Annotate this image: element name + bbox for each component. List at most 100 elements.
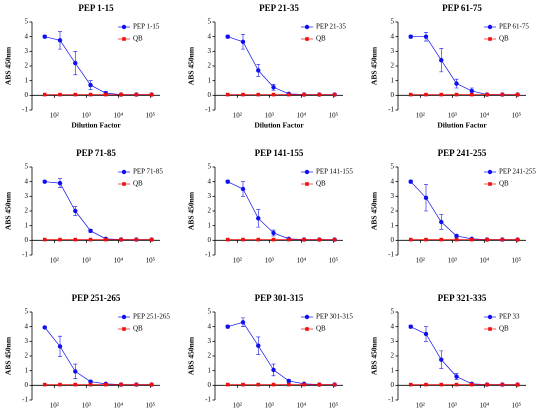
point: [408, 34, 413, 39]
x-tick-label: 10⁵: [146, 112, 156, 120]
x-tick-label: 10⁵: [512, 402, 522, 410]
y-axis-label: ABS 450nm: [4, 46, 13, 85]
point: [423, 331, 429, 337]
point: [57, 344, 63, 349]
point: [42, 325, 47, 330]
y-tick-label: 0: [208, 236, 212, 244]
y-tick-label: 5: [391, 308, 395, 316]
x-tick-label: 10⁴: [114, 402, 124, 410]
y-tick-label: 3: [208, 192, 212, 200]
chart-title: PEP 141-155: [255, 148, 304, 158]
point: [134, 92, 139, 97]
point: [42, 179, 47, 184]
y-tick-label: 0: [208, 91, 212, 99]
legend-label: QB: [133, 35, 143, 43]
point: [241, 237, 245, 242]
y-tick-label: -1: [388, 251, 394, 259]
y-tick-label: 1: [208, 221, 212, 229]
y-tick-label: 5: [25, 18, 29, 26]
series-line: [44, 36, 152, 95]
x-tick-label: 10⁵: [146, 402, 156, 410]
point: [515, 237, 520, 242]
chart-title: PEP 241-255: [438, 148, 487, 158]
point: [241, 382, 245, 387]
point: [57, 180, 63, 186]
panel: PEP 141-155 ABS 450nm -1 0 1 2 3 4 5 10² 10³ 10⁴ 10⁵…: [187, 148, 354, 265]
y-tick-label: 1: [391, 366, 395, 374]
point: [302, 237, 306, 242]
y-tick-label: 4: [208, 322, 212, 330]
legend-label: QB: [316, 325, 326, 333]
point: [57, 38, 63, 43]
legend-label: PEP 71-85: [133, 168, 163, 176]
point: [408, 179, 413, 184]
point: [454, 374, 459, 379]
point: [73, 369, 78, 374]
y-tick-label: 5: [25, 308, 29, 316]
point: [104, 382, 108, 387]
point: [73, 208, 78, 214]
legend-label: QB: [133, 325, 143, 333]
chart-title: PEP 321-335: [438, 293, 487, 303]
x-tick-label: 10⁵: [329, 112, 339, 120]
point: [149, 382, 154, 387]
point: [241, 92, 245, 97]
y-tick-label: 2: [391, 207, 395, 215]
panel: PEP 71-85 ABS 450nm -1 0 1 2 3 4 5 10² 10³ 10⁴ 10⁵ PE…: [4, 148, 164, 265]
x-tick-label: 10³: [448, 402, 457, 410]
y-tick-label: -1: [22, 396, 28, 404]
point: [119, 382, 123, 387]
point: [42, 237, 47, 242]
point: [88, 92, 93, 97]
point: [454, 81, 459, 86]
point: [256, 237, 261, 242]
x-tick-label: 10²: [233, 257, 242, 265]
panel: PEP 251-265 ABS 450nm -1 0 1 2 3 4 5 10² 10³ 10⁴ 10⁵…: [4, 293, 171, 410]
legend-marker: [122, 182, 126, 186]
panel: PEP 301-315 ABS 450nm -1 0 1 2 3 4 5 10² 10³ 10⁴ 10⁵…: [187, 293, 354, 410]
y-tick-label: 5: [391, 163, 395, 171]
y-axis-label: ABS 450nm: [370, 46, 379, 85]
point: [42, 382, 47, 387]
y-axis-label: ABS 450nm: [187, 191, 196, 230]
legend-label: QB: [316, 35, 326, 43]
x-tick-label: 10²: [416, 257, 425, 265]
x-tick-label: 10³: [265, 257, 274, 265]
point: [439, 357, 444, 362]
point: [42, 34, 47, 39]
point: [423, 34, 429, 39]
point: [88, 379, 93, 384]
point: [225, 382, 230, 387]
point: [225, 34, 230, 39]
x-tick-label: 10³: [265, 112, 274, 120]
legend-label: QB: [133, 180, 143, 188]
legend-marker: [122, 327, 126, 331]
legend-label: QB: [499, 35, 509, 43]
point: [271, 230, 276, 236]
point: [454, 233, 459, 239]
x-tick-label: 10⁵: [512, 112, 522, 120]
x-tick-label: 10⁵: [512, 257, 522, 265]
point: [225, 324, 230, 329]
y-tick-label: -1: [22, 106, 28, 114]
y-tick-label: -1: [205, 396, 211, 404]
legend-marker: [488, 327, 492, 331]
legend-marker: [122, 37, 126, 41]
y-tick-label: 5: [25, 163, 29, 171]
legend-label: QB: [316, 180, 326, 188]
point: [104, 92, 108, 97]
point: [271, 382, 276, 387]
chart-title: PEP 251-265: [72, 293, 121, 303]
point: [119, 237, 123, 242]
y-tick-label: 3: [391, 47, 395, 55]
y-tick-label: 3: [391, 192, 395, 200]
x-tick-label: 10²: [50, 112, 59, 120]
point: [287, 237, 291, 242]
point: [408, 382, 413, 387]
point: [500, 92, 505, 97]
y-tick-label: 1: [208, 76, 212, 84]
point: [287, 92, 291, 97]
x-tick-label: 10³: [82, 257, 91, 265]
x-tick-label: 10³: [82, 402, 91, 410]
x-tick-label: 10³: [448, 257, 457, 265]
